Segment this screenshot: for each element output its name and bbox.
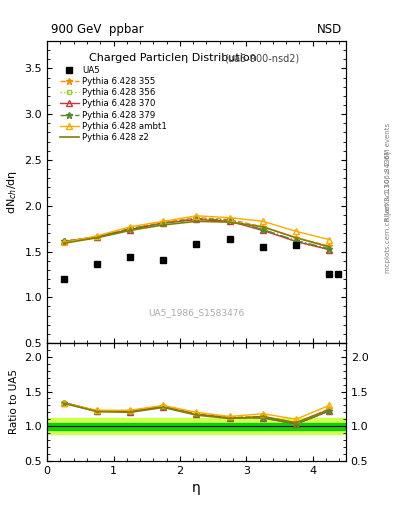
Text: Rivet 3.1.10, ≥ 2.6M events: Rivet 3.1.10, ≥ 2.6M events	[385, 122, 391, 221]
Legend: UA5, Pythia 6.428 355, Pythia 6.428 356, Pythia 6.428 370, Pythia 6.428 379, Pyt: UA5, Pythia 6.428 355, Pythia 6.428 356,…	[57, 63, 170, 144]
Y-axis label: dN$_{ch}$/dη: dN$_{ch}$/dη	[5, 170, 19, 214]
Text: (ua5-900-nsd2): (ua5-900-nsd2)	[224, 53, 300, 63]
Y-axis label: Ratio to UA5: Ratio to UA5	[9, 370, 19, 434]
X-axis label: η: η	[192, 481, 201, 495]
Text: UA5_1986_S1583476: UA5_1986_S1583476	[149, 308, 244, 317]
Text: 900 GeV  ppbar: 900 GeV ppbar	[51, 23, 144, 36]
Text: NSD: NSD	[317, 23, 342, 36]
Text: mcplots.cern.ch [arXiv:1306.3436]: mcplots.cern.ch [arXiv:1306.3436]	[384, 152, 391, 273]
Text: Charged Particleη Distribution: Charged Particleη Distribution	[89, 53, 257, 63]
